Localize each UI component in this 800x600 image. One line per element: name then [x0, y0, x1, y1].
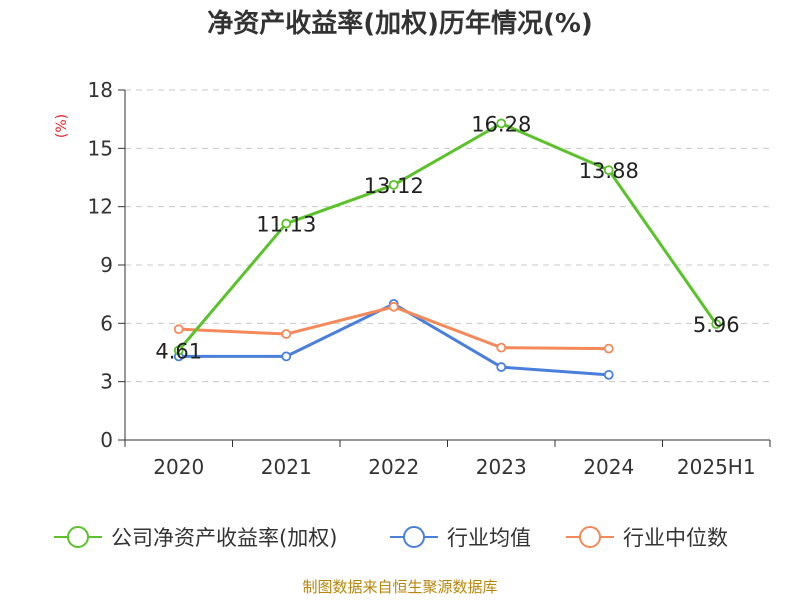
data-point — [281, 329, 292, 339]
series-line — [177, 302, 611, 377]
data-label: 4.61 — [155, 339, 202, 363]
data-point — [496, 362, 507, 372]
data-point — [281, 218, 292, 229]
data-point — [173, 345, 184, 356]
series-group — [173, 298, 614, 380]
grid-lines — [125, 89, 770, 383]
series-line — [177, 305, 611, 351]
y-tick-label: 18 — [88, 78, 113, 102]
x-tick-label: 2022 — [368, 455, 419, 479]
y-tick-label: 0 — [100, 428, 113, 452]
data-point — [388, 179, 399, 190]
series-line — [177, 121, 718, 352]
data-point — [281, 351, 292, 362]
legend-marker — [403, 526, 425, 548]
data-point — [603, 165, 614, 176]
y-axis-unit-label: (%) — [54, 114, 70, 138]
x-tick-label: 2023 — [476, 455, 527, 479]
data-label: 13.88 — [579, 159, 639, 183]
data-point — [388, 301, 399, 312]
data-label: 16.28 — [471, 112, 531, 136]
legend-label: 行业中位数 — [623, 526, 728, 550]
y-tick-label: 3 — [100, 370, 113, 394]
legend-item: 行业中位数 — [566, 526, 728, 550]
chart-title: 净资产收益率(加权)历年情况(%) — [207, 8, 593, 39]
data-label: 5.96 — [693, 313, 740, 337]
x-tick-label: 2024 — [583, 455, 634, 479]
data-point — [496, 342, 507, 353]
legend-marker — [67, 526, 89, 548]
legend-label: 行业均值 — [447, 526, 531, 550]
data-label: 11.13 — [256, 213, 316, 237]
data-point — [711, 319, 722, 330]
data-labels: 4.61 11.13 13.12 16.28 13.88 5.96 — [155, 112, 739, 363]
data-point — [496, 118, 507, 129]
series-group — [173, 118, 722, 356]
x-tick-label: 2021 — [261, 455, 312, 479]
axes: 0 3 6 9 12 15 18 2020 2021 2022 2023 2024 2025H1 — [88, 78, 771, 479]
y-tick-label: 15 — [88, 136, 113, 160]
data-point — [603, 369, 614, 380]
y-tick-label: 6 — [100, 311, 113, 335]
series-group — [173, 301, 614, 354]
legend-label: 公司净资产收益率(加权) — [111, 526, 337, 550]
data-point — [173, 324, 184, 335]
legend-item: 行业均值 — [390, 526, 531, 550]
data-point — [603, 343, 614, 354]
x-tick-label: 2025H1 — [677, 455, 756, 479]
series-layer — [173, 118, 722, 380]
y-tick-label: 12 — [88, 195, 113, 219]
x-tick-label: 2020 — [153, 455, 204, 479]
source-note: 制图数据来自恒生聚源数据库 — [302, 578, 497, 596]
legend-item: 公司净资产收益率(加权) — [54, 526, 337, 550]
legend: 公司净资产收益率(加权) 行业均值 行业中位数 — [54, 526, 728, 550]
y-tick-label: 9 — [100, 253, 113, 277]
legend-marker — [579, 526, 601, 548]
data-label: 13.12 — [364, 174, 424, 198]
